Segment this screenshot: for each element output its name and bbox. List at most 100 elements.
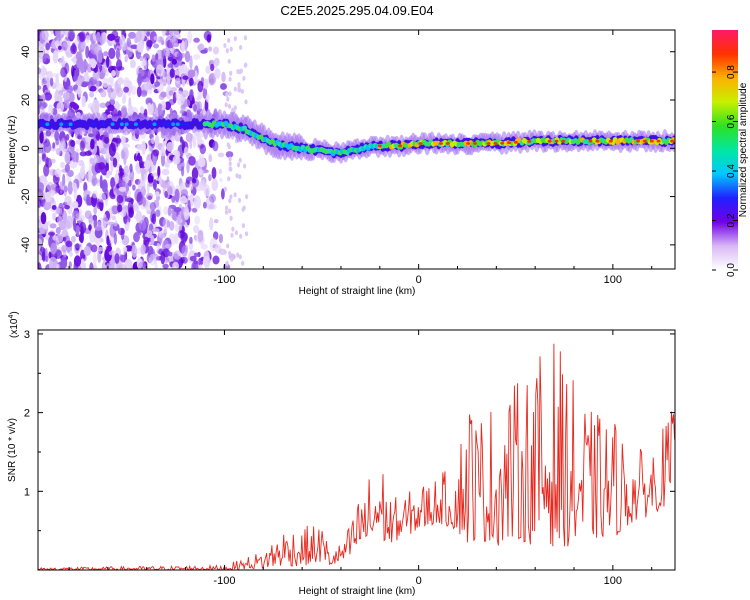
noise-speckle bbox=[88, 133, 95, 138]
noise-speckle bbox=[127, 104, 134, 117]
noise-speckle bbox=[161, 48, 167, 60]
noise-speckle bbox=[45, 42, 50, 51]
noise-speckle bbox=[229, 194, 233, 200]
ridge-peak bbox=[500, 141, 505, 145]
x-tick-label: 0 bbox=[416, 575, 422, 587]
noise-speckle bbox=[43, 141, 52, 153]
noise-speckle bbox=[146, 39, 153, 48]
noise-speckle bbox=[236, 162, 241, 168]
colorbar: 0.0 0.2 0.4 0.6 0.8 Normalized spectral ampl… bbox=[712, 30, 749, 277]
noise-speckle bbox=[44, 255, 49, 263]
noise-speckle bbox=[55, 74, 59, 88]
noise-speckle bbox=[152, 179, 157, 191]
noise-speckle bbox=[120, 149, 125, 160]
noise-speckle bbox=[194, 215, 200, 225]
noise-speckle bbox=[89, 85, 97, 92]
noise-speckle bbox=[107, 87, 111, 98]
noise-speckle bbox=[131, 244, 138, 258]
noise-speckle bbox=[228, 76, 232, 82]
snr-ylabel: SNR (10 * v/v) bbox=[7, 418, 18, 482]
noise-speckle bbox=[227, 144, 231, 150]
noise-speckle bbox=[189, 255, 197, 262]
noise-speckle bbox=[199, 144, 206, 155]
noise-speckle bbox=[55, 207, 63, 215]
noise-speckle bbox=[160, 251, 166, 265]
noise-speckle bbox=[162, 263, 169, 269]
noise-speckle bbox=[109, 236, 115, 245]
noise-speckle bbox=[55, 185, 61, 193]
y-tick-label: 1 bbox=[24, 486, 30, 498]
noise-speckle bbox=[176, 51, 183, 62]
noise-speckle bbox=[92, 190, 98, 199]
noise-speckle bbox=[38, 85, 42, 91]
noise-speckle bbox=[212, 141, 219, 152]
noise-speckle bbox=[155, 53, 159, 61]
noise-speckle bbox=[62, 92, 70, 101]
noise-speckle bbox=[38, 155, 42, 165]
noise-speckle bbox=[129, 163, 133, 173]
noise-speckle bbox=[49, 256, 57, 269]
ridge-core bbox=[171, 122, 176, 126]
noise-speckle bbox=[220, 83, 227, 90]
noise-speckle bbox=[155, 209, 161, 217]
x-tick-label: 0 bbox=[416, 274, 422, 286]
noise-speckle bbox=[56, 101, 65, 113]
noise-speckle bbox=[172, 155, 181, 165]
noise-speckle bbox=[47, 220, 51, 226]
noise-speckle bbox=[157, 165, 161, 178]
noise-speckle bbox=[132, 184, 136, 191]
noise-speckle bbox=[192, 135, 197, 149]
noise-speckle bbox=[230, 232, 234, 238]
colorbar-tick-label: 0.2 bbox=[726, 213, 737, 227]
ridge-peak bbox=[554, 139, 559, 143]
noise-speckle bbox=[174, 188, 180, 203]
noise-speckle bbox=[41, 153, 47, 162]
ridge-peak bbox=[670, 139, 675, 143]
noise-speckle bbox=[147, 230, 153, 238]
y-tick-label: 2 bbox=[24, 408, 30, 420]
noise-speckle bbox=[239, 45, 243, 50]
ridge-core bbox=[110, 122, 115, 126]
noise-speckle bbox=[116, 59, 123, 71]
noise-speckle bbox=[119, 165, 123, 174]
ridge-core bbox=[175, 122, 180, 126]
noise-speckle bbox=[152, 149, 160, 157]
y-tick-label: 3 bbox=[24, 329, 30, 341]
noise-speckle bbox=[92, 99, 100, 113]
noise-speckle bbox=[136, 42, 144, 53]
noise-speckle bbox=[100, 147, 108, 155]
noise-speckle bbox=[81, 95, 86, 108]
noise-speckle bbox=[140, 90, 148, 97]
noise-speckle bbox=[179, 195, 188, 204]
noise-speckle bbox=[224, 102, 228, 108]
noise-speckle bbox=[158, 174, 162, 187]
noise-speckle bbox=[63, 185, 68, 193]
noise-speckle bbox=[117, 204, 123, 213]
noise-speckle bbox=[135, 210, 143, 224]
noise-speckle bbox=[130, 44, 139, 50]
y-tick-label: -40 bbox=[20, 237, 32, 253]
noise-speckle bbox=[183, 146, 189, 156]
snr-panel: -100 0 100 1 2 3 Height of straight line (km)… bbox=[7, 311, 676, 597]
ridge-peak bbox=[377, 144, 382, 148]
noise-speckle bbox=[111, 215, 116, 221]
noise-speckle bbox=[236, 252, 240, 258]
noise-speckle bbox=[114, 173, 119, 184]
noise-speckle bbox=[96, 247, 105, 252]
noise-speckle bbox=[69, 159, 78, 169]
noise-speckle bbox=[55, 30, 61, 38]
noise-speckle bbox=[43, 179, 47, 188]
noise-speckle bbox=[233, 36, 237, 42]
noise-speckle bbox=[119, 34, 126, 48]
noise-speckle bbox=[189, 138, 193, 149]
noise-speckle bbox=[109, 259, 116, 269]
ridge-peak bbox=[473, 142, 477, 145]
noise-speckle bbox=[208, 174, 212, 182]
noise-speckle bbox=[203, 47, 208, 54]
noise-speckle bbox=[62, 37, 71, 48]
ridge-core bbox=[101, 122, 106, 126]
noise-speckle bbox=[237, 87, 241, 93]
noise-speckle bbox=[160, 148, 166, 157]
noise-speckle bbox=[38, 254, 42, 262]
